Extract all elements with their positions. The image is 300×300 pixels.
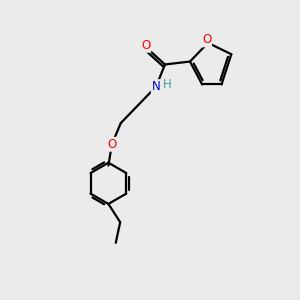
Text: O: O (107, 138, 117, 151)
Text: O: O (202, 33, 211, 46)
Text: N: N (152, 80, 161, 93)
Text: H: H (163, 78, 172, 91)
Text: O: O (141, 39, 150, 52)
